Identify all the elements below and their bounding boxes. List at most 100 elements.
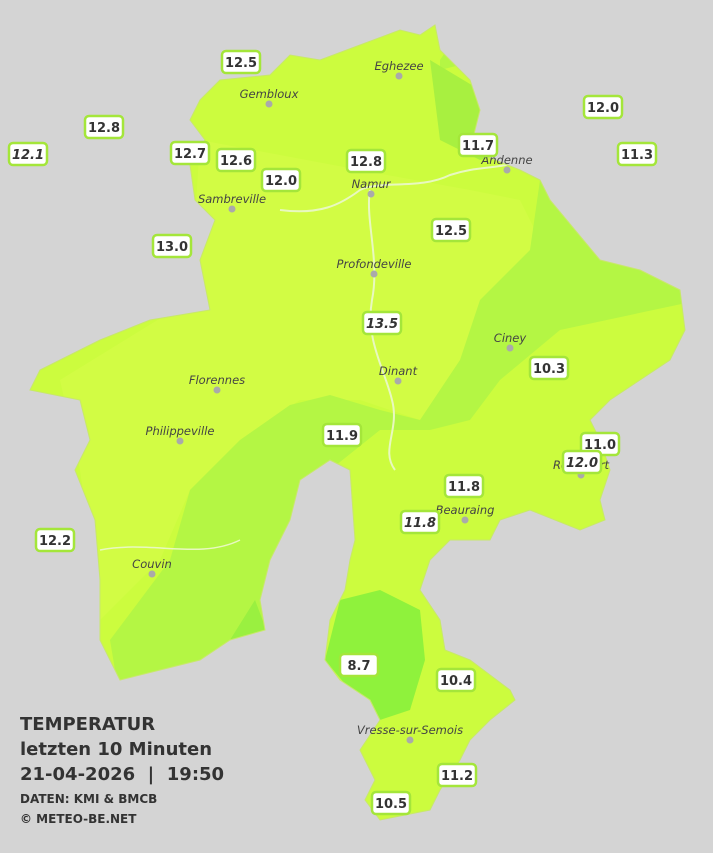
station: 11.9 <box>321 422 363 448</box>
city-dot <box>265 100 273 108</box>
station-value: 8.7 <box>347 659 370 674</box>
station: 13.0 <box>151 233 193 259</box>
city-label: Profondeville <box>337 257 412 271</box>
station-value: 12.5 <box>435 224 467 239</box>
city-label: Eghezee <box>374 59 423 73</box>
station-box <box>361 310 403 336</box>
station-box <box>582 94 624 120</box>
city-dot <box>370 270 378 278</box>
river <box>367 189 396 471</box>
station-value: 12.0 <box>265 174 297 189</box>
station-value: 13.5 <box>366 317 398 332</box>
city-label: Namur <box>352 177 392 191</box>
station-value: 12.8 <box>88 121 120 136</box>
station-value: 11.7 <box>462 139 494 154</box>
city-dot <box>503 166 511 174</box>
datetime: 21-04-2026 | 19:50 <box>20 764 224 785</box>
city-dot <box>228 205 236 213</box>
station-box <box>215 147 257 173</box>
city-dot <box>395 72 403 80</box>
station-box <box>7 141 49 167</box>
station: 11.7 <box>457 132 499 158</box>
city-label: Ciney <box>494 331 527 345</box>
header: TEMPERATUR letzten 10 Minuten 21-04-2026… <box>20 714 224 826</box>
river <box>99 539 241 551</box>
station: 12.0 <box>582 94 624 120</box>
city-dot <box>367 190 375 198</box>
station: 11.2 <box>436 762 478 788</box>
city-label: Philippeville <box>146 424 215 438</box>
station-box <box>345 148 387 174</box>
station: 11.8 <box>399 509 441 535</box>
station-value: 12.0 <box>587 101 619 116</box>
station-box <box>220 49 262 75</box>
city-label: Florennes <box>189 373 245 387</box>
station-box <box>435 667 477 693</box>
city-label: Vresse-sur-Semois <box>357 723 463 737</box>
city-label: Couvin <box>132 557 172 571</box>
station: 12.6 <box>215 147 257 173</box>
station-value: 11.8 <box>448 480 480 495</box>
city-dot <box>148 570 156 578</box>
station-box <box>169 140 211 166</box>
city-label: Gembloux <box>240 87 299 101</box>
station: 11.3 <box>616 141 658 167</box>
stations: 12.5 12.8 12.1 12.7 12.6 12.0 12.8 11.7 12.0 11.3… <box>7 49 658 816</box>
station-box <box>151 233 193 259</box>
station: 11.0 <box>579 431 621 457</box>
title: TEMPERATUR <box>20 714 155 735</box>
station-value: 13.0 <box>156 240 188 255</box>
station: 8.7 <box>338 652 380 678</box>
city-dot <box>213 386 221 394</box>
city-label: Beauraing <box>436 503 495 517</box>
station: 12.2 <box>34 527 76 553</box>
city-dot <box>176 437 184 445</box>
copyright: © METEO-BE.NET <box>20 812 137 826</box>
station-box <box>616 141 658 167</box>
city-dot <box>461 516 469 524</box>
station: 10.5 <box>370 790 412 816</box>
station: 12.0 <box>260 167 302 193</box>
station-box <box>436 762 478 788</box>
city-label: Dinant <box>379 364 418 378</box>
station: 12.5 <box>430 217 472 243</box>
station-value: 12.5 <box>225 56 257 71</box>
station: 13.5 <box>361 310 403 336</box>
station-value: 10.4 <box>440 674 472 689</box>
station: 10.3 <box>528 355 570 381</box>
source: DATEN: KMI & BMCB <box>20 792 157 806</box>
city-dot <box>394 377 402 385</box>
station-value: 11.8 <box>404 516 436 531</box>
station-value: 12.1 <box>12 148 44 163</box>
station: 12.0 <box>561 449 603 475</box>
city-label: Sambreville <box>198 192 266 206</box>
station-value: 11.9 <box>326 429 358 444</box>
station-value: 10.5 <box>375 797 407 812</box>
station-box <box>561 449 603 475</box>
station-value: 12.8 <box>350 155 382 170</box>
station-value: 12.0 <box>566 456 598 471</box>
station: 12.1 <box>7 141 49 167</box>
station-value: 12.6 <box>220 154 252 169</box>
station-box <box>528 355 570 381</box>
station: 12.5 <box>220 49 262 75</box>
station-value: 11.3 <box>621 148 653 163</box>
station-value: 11.0 <box>584 438 616 453</box>
city-dot <box>506 344 514 352</box>
station-box <box>83 114 125 140</box>
station-box <box>321 422 363 448</box>
station-box <box>338 652 380 678</box>
river <box>279 159 521 213</box>
station-value: 12.2 <box>39 534 71 549</box>
zone-cold <box>230 600 270 640</box>
station-box <box>34 527 76 553</box>
station: 12.7 <box>169 140 211 166</box>
station-box <box>370 790 412 816</box>
station-value: 11.2 <box>441 769 473 784</box>
station-value: 12.7 <box>174 147 206 162</box>
station-box <box>430 217 472 243</box>
city-dot <box>406 736 414 744</box>
station-value: 10.3 <box>533 362 565 377</box>
station: 12.8 <box>345 148 387 174</box>
